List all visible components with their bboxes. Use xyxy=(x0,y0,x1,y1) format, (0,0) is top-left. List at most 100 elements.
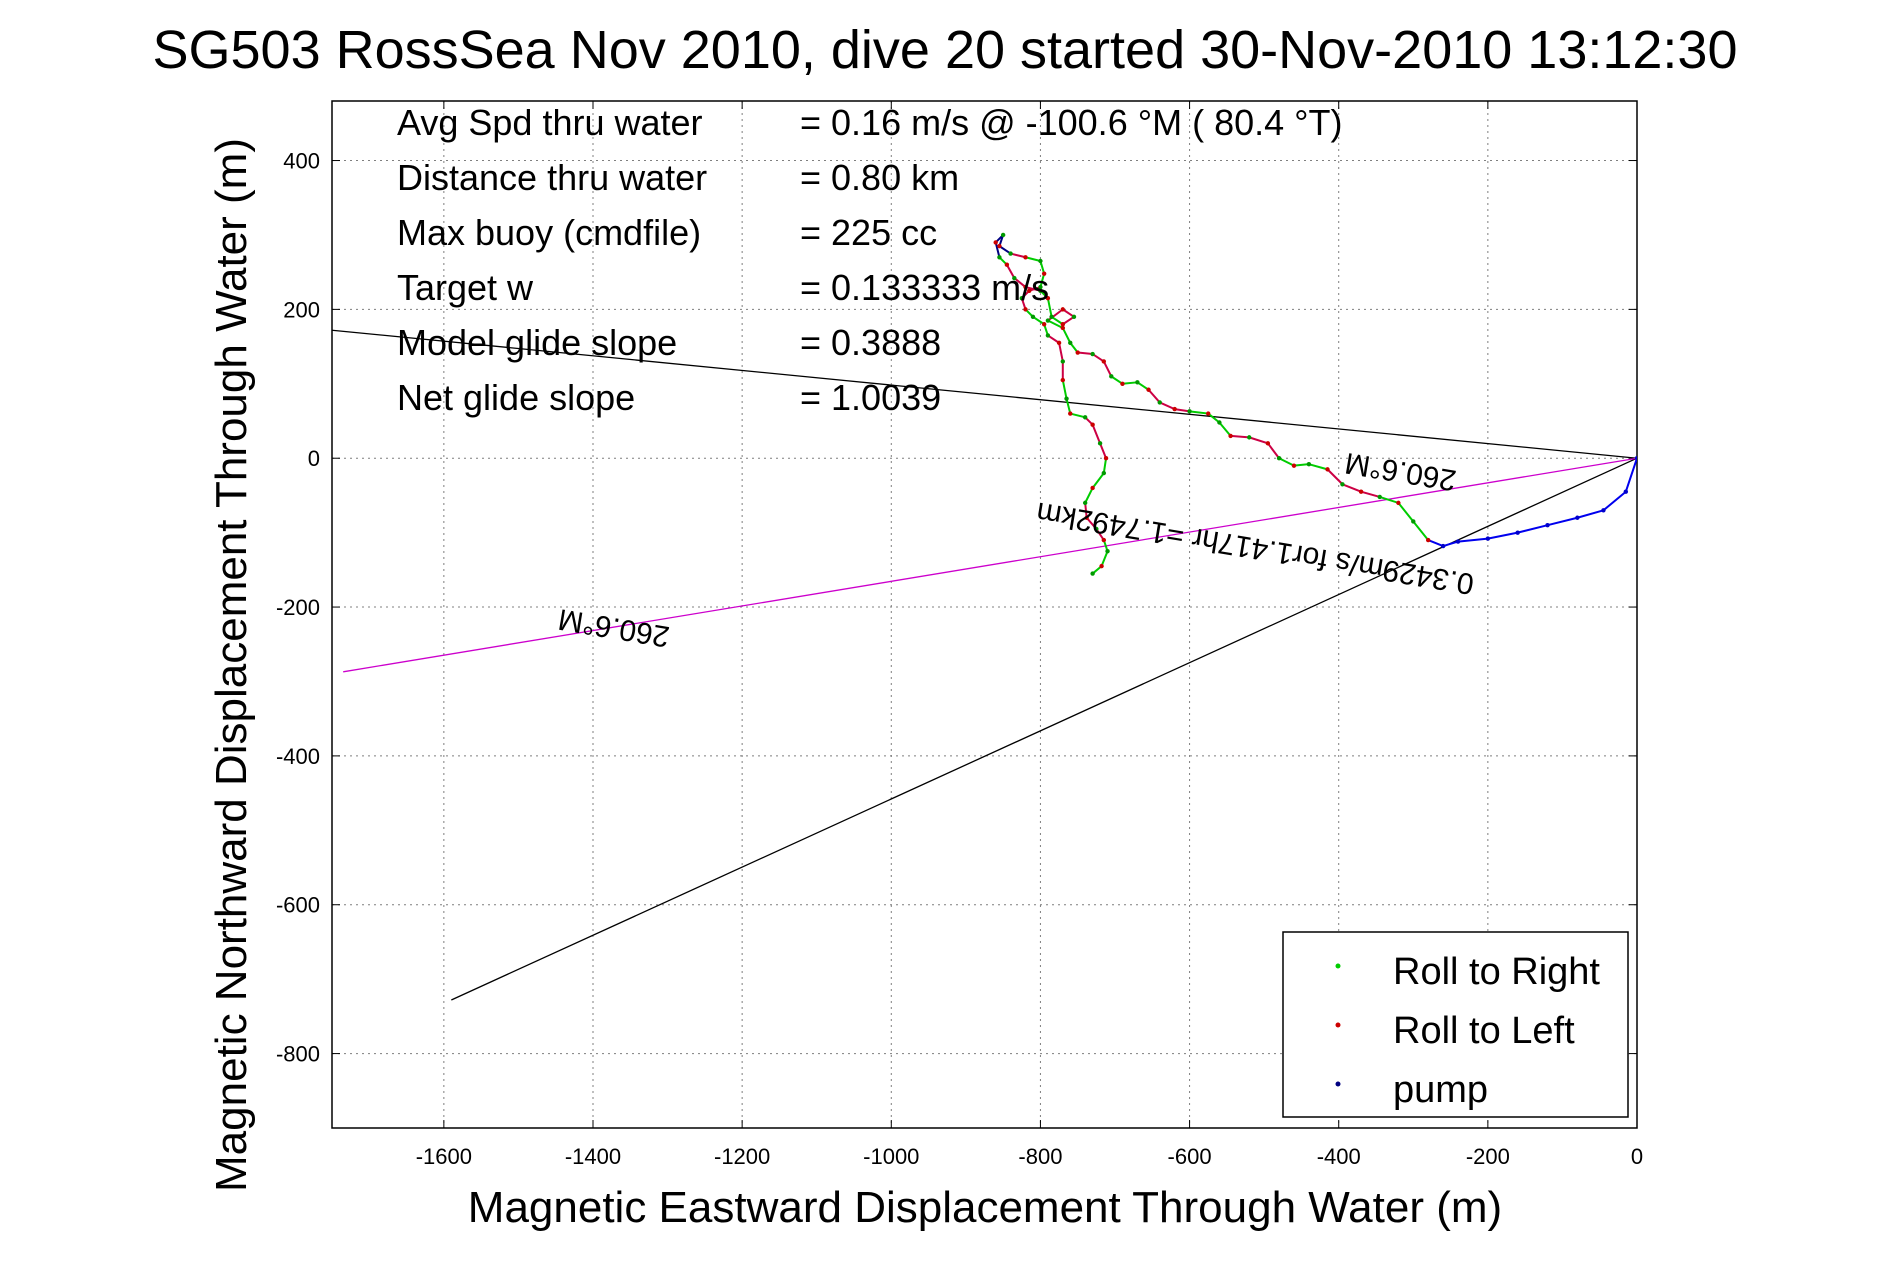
track-point xyxy=(1075,350,1080,355)
x-tick-label: -200 xyxy=(1466,1144,1510,1169)
track-segment xyxy=(1061,308,1075,318)
info-label: Max buoy (cmdfile) xyxy=(397,212,701,253)
track-segment xyxy=(1378,495,1400,504)
info-label: Avg Spd thru water xyxy=(397,102,703,143)
track-point xyxy=(1575,515,1580,520)
track-point xyxy=(1071,314,1077,320)
x-tick-label: -1400 xyxy=(565,1144,621,1169)
track-segment xyxy=(1266,442,1281,460)
track-segment xyxy=(1039,272,1046,289)
y-tick-label: 200 xyxy=(283,297,320,322)
track-point xyxy=(1045,318,1051,323)
track-point xyxy=(1060,307,1066,312)
y-tick-label: 400 xyxy=(283,149,320,174)
track-point xyxy=(1634,456,1637,461)
y-tick-label: -200 xyxy=(276,595,320,620)
info-label: Net glide slope xyxy=(397,377,635,418)
track-point xyxy=(1060,377,1066,383)
track-segment xyxy=(1188,410,1210,415)
track-segment xyxy=(1031,315,1046,326)
track-point xyxy=(1060,322,1066,327)
track-segment xyxy=(1516,524,1549,534)
track-segment xyxy=(1099,442,1108,460)
track-segment xyxy=(1110,375,1124,385)
track-segment xyxy=(994,241,1001,259)
track-point xyxy=(1082,415,1088,420)
heading-line-a xyxy=(332,329,1637,459)
track-point xyxy=(1101,470,1107,476)
line-layer xyxy=(332,329,1637,1001)
track-point xyxy=(1056,340,1062,346)
track-point xyxy=(1023,307,1028,312)
track-segment xyxy=(1091,353,1105,363)
track-segment xyxy=(1046,297,1053,318)
track-segment xyxy=(1307,463,1329,471)
track-point xyxy=(1455,539,1461,544)
track-segment xyxy=(1229,434,1251,439)
track-point xyxy=(1099,563,1104,569)
track-segment xyxy=(1442,540,1460,548)
current-line xyxy=(343,457,1637,673)
y-tick-label: 0 xyxy=(308,446,320,471)
track-point xyxy=(1172,406,1177,412)
y-axis-label: Magnetic Northward Displacement Through … xyxy=(207,138,256,1192)
x-tick-label: 0 xyxy=(1631,1144,1643,1169)
track-point xyxy=(1146,387,1151,392)
track-point xyxy=(1325,467,1330,472)
track-segment xyxy=(1147,388,1161,404)
track-segment xyxy=(1100,550,1109,568)
track-point xyxy=(1440,543,1446,549)
track-segment xyxy=(1091,423,1102,445)
track-point xyxy=(1485,536,1491,541)
track-point xyxy=(1004,262,1010,267)
track-point xyxy=(1187,409,1192,414)
track-segment xyxy=(1069,412,1087,419)
track-point xyxy=(1105,549,1110,554)
track-point xyxy=(997,243,1002,249)
track-point xyxy=(1027,288,1032,293)
track-point xyxy=(1090,422,1095,427)
plot-frame xyxy=(331,100,1638,1129)
track-point xyxy=(1157,400,1162,405)
track-segment xyxy=(1095,527,1105,542)
track-segment xyxy=(1061,379,1068,400)
tick-layer: -1600 -1400 -1200 -1000 -800 -600 -400 -200 0 400… xyxy=(276,101,1643,1169)
track-segment xyxy=(1602,490,1627,512)
info-label: Distance thru water xyxy=(397,157,707,198)
track-point xyxy=(1228,433,1233,439)
track-point xyxy=(1090,485,1095,491)
track-point xyxy=(1049,314,1054,320)
track-point xyxy=(1358,489,1364,494)
track-segment xyxy=(1486,531,1519,540)
track-segment xyxy=(1084,486,1094,504)
track-point xyxy=(1038,288,1043,293)
track-segment xyxy=(1412,520,1430,542)
line-label-layer: 260.6°M0.3429m/s for1.417hr =1.7492km260… xyxy=(556,446,1476,653)
track-segment xyxy=(1397,501,1415,523)
track-point xyxy=(1135,380,1140,385)
track-point xyxy=(993,240,998,245)
track-segment xyxy=(1121,381,1139,385)
track-layer xyxy=(993,232,1637,576)
track-segment xyxy=(1085,516,1098,530)
x-tick-label: -800 xyxy=(1018,1144,1062,1169)
info-value: = 225 cc xyxy=(800,212,937,253)
track-point xyxy=(1097,441,1103,446)
heading-line-b xyxy=(451,457,1637,1001)
track-point xyxy=(1623,489,1629,494)
track-segment xyxy=(1248,436,1269,445)
track-segment xyxy=(1326,468,1344,486)
track-segment xyxy=(1076,351,1094,356)
track-point xyxy=(1247,435,1252,440)
legend-marker xyxy=(1335,963,1341,969)
track-segment xyxy=(1091,472,1105,489)
track-point xyxy=(1094,526,1099,532)
track-segment xyxy=(1207,412,1221,424)
track-segment xyxy=(1546,516,1579,527)
line-label: 0.3429m/s for1.417hr =1.7492km xyxy=(1034,496,1476,601)
track-segment xyxy=(1013,277,1027,289)
y-tick-label: -600 xyxy=(276,893,320,918)
info-block: Avg Spd thru water = 0.16 m/s @ -100.6 °M… xyxy=(397,102,1343,418)
track-point xyxy=(1515,530,1520,535)
